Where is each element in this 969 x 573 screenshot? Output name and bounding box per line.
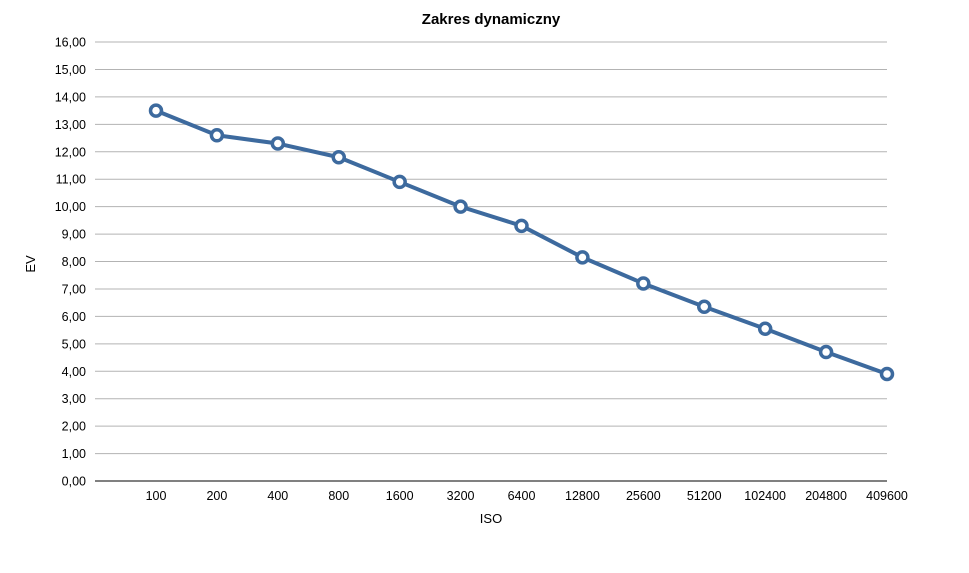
data-series [148,103,895,382]
x-tick-label: 200 [206,489,227,503]
y-tick-label: 8,00 [62,255,86,269]
y-tick-label: 2,00 [62,420,86,434]
x-tick-label: 1600 [386,489,414,503]
data-point [636,276,651,291]
y-tick-label: 3,00 [62,392,86,406]
x-tick-label: 25600 [626,489,661,503]
data-point [818,344,834,360]
data-point [879,366,895,382]
y-tick-label: 1,00 [62,447,86,461]
series-line [154,108,889,376]
y-tick-label: 12,00 [55,145,86,159]
y-tick-label: 0,00 [62,475,86,489]
y-axis-title: EV [23,255,38,273]
data-point [331,149,346,165]
y-tick-labels: 0,00 1,00 2,00 3,00 4,00 5,00 6,00 7,00 8,00 9,00… [55,36,86,489]
data-point [757,321,773,336]
data-point [453,199,468,214]
y-tick-label: 5,00 [62,337,86,351]
x-tick-label: 400 [267,489,288,503]
y-tick-label: 6,00 [62,310,86,324]
x-tick-label: 204800 [805,489,847,503]
y-tick-label: 7,00 [62,282,86,296]
x-axis-title: ISO [480,511,502,526]
x-tick-label: 100 [146,489,167,503]
y-tick-label: 11,00 [56,173,86,187]
gridlines [95,41,887,455]
x-tick-label: 51200 [687,489,722,503]
x-tick-label: 6400 [508,489,536,503]
x-tick-label: 409600 [866,489,908,503]
x-tick-label: 102400 [744,489,786,503]
data-point [575,250,590,265]
y-tick-label: 10,00 [55,200,86,214]
y-tick-label: 13,00 [55,118,86,132]
data-point [148,103,164,118]
data-point [209,128,225,143]
data-point [392,174,407,190]
data-point [270,136,286,151]
x-tick-label: 3200 [447,489,475,503]
y-tick-label: 16,00 [55,36,86,50]
y-tick-label: 14,00 [55,90,86,104]
y-tick-label: 9,00 [62,228,86,242]
x-tick-labels: 100 200 400 800 1600 3200 6400 12800 25600 51200 1… [146,489,908,503]
x-tick-label: 12800 [565,489,600,503]
data-point [697,299,712,315]
data-point [514,218,529,234]
x-tick-label: 800 [328,489,349,503]
chart-title: Zakres dynamiczny [422,11,561,28]
y-tick-label: 4,00 [62,365,86,379]
y-tick-label: 15,00 [55,63,86,77]
